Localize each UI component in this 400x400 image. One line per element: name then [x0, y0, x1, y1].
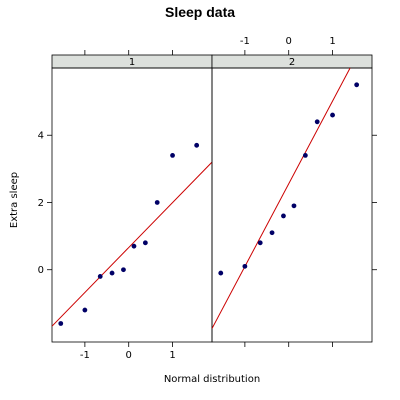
- x-tick-label: 1: [329, 36, 335, 47]
- y-axis-label: Extra sleep: [9, 172, 20, 228]
- data-point: [142, 240, 148, 246]
- strip-label-2: 2: [289, 57, 295, 68]
- y-tick-label: 4: [38, 131, 44, 142]
- data-point: [281, 213, 286, 219]
- panel-2: 2: [211, 54, 373, 343]
- data-point: [257, 240, 263, 246]
- y-tick-label: 2: [38, 198, 44, 209]
- reference-line-2: [212, 68, 351, 329]
- data-point: [170, 153, 175, 158]
- chart-title: Sleep data: [165, 4, 235, 20]
- x-tick-label: 1: [169, 350, 175, 361]
- data-point: [131, 243, 137, 249]
- data-point: [121, 267, 126, 273]
- data-point: [109, 270, 115, 276]
- data-point: [154, 200, 160, 205]
- data-point: [82, 307, 88, 313]
- data-point: [330, 112, 335, 118]
- data-point: [218, 270, 224, 276]
- panel-frame-2: [211, 67, 373, 343]
- x-axis-label: Normal distribution: [164, 374, 260, 385]
- data-point: [291, 203, 297, 209]
- y-tick-label: 0: [38, 265, 44, 276]
- data-point: [97, 274, 103, 279]
- x-tick-label: 0: [286, 36, 292, 47]
- strip-label-1: 1: [129, 57, 135, 68]
- data-point: [302, 153, 308, 158]
- x-tick-label: 0: [126, 350, 132, 361]
- x-tick-label: -1: [80, 350, 90, 361]
- data-point: [354, 82, 360, 88]
- data-point: [269, 230, 275, 236]
- data-point: [242, 263, 248, 269]
- data-point: [194, 142, 200, 148]
- data-point: [58, 321, 64, 326]
- x-tick-label: -1: [240, 36, 250, 47]
- data-point: [314, 119, 320, 125]
- reference-line-1: [52, 161, 212, 327]
- axes-layer: -1 0 1 -1 0 1 0 2 4: [38, 36, 377, 361]
- panel-1: 1: [51, 54, 213, 343]
